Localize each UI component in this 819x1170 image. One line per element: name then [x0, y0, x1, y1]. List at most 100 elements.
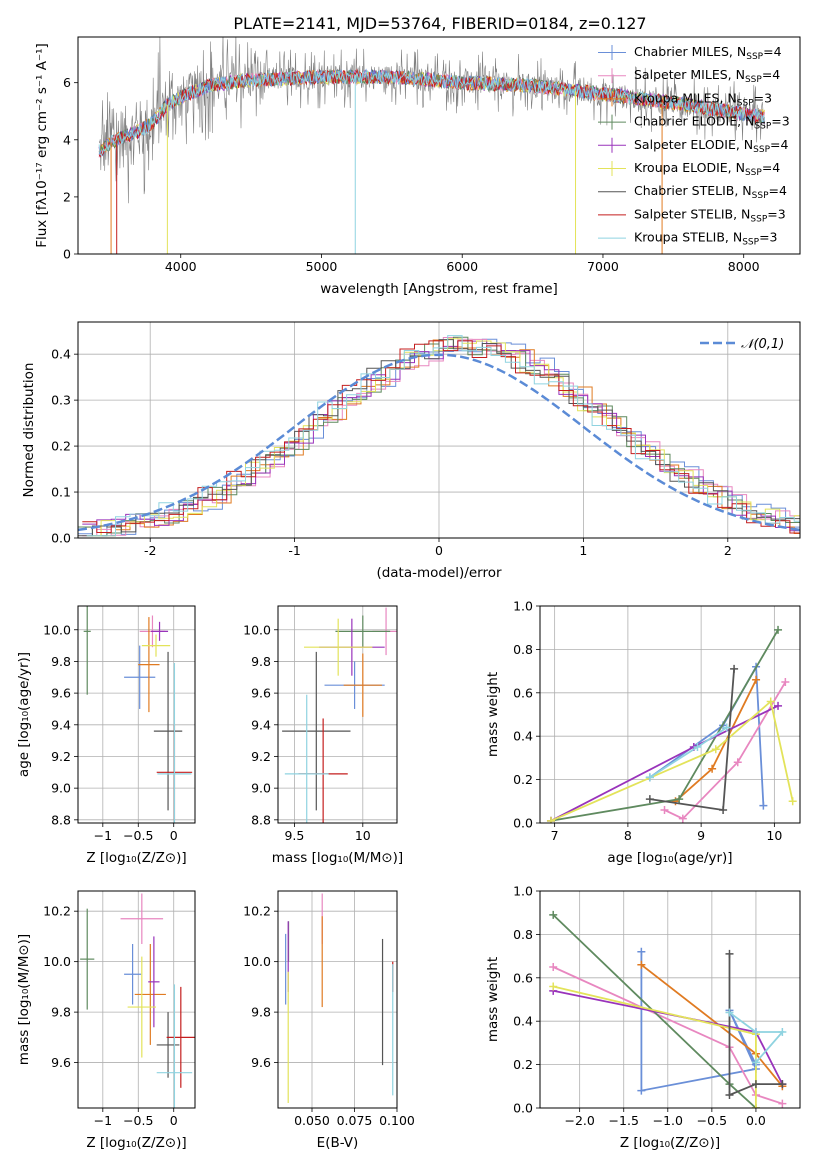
legend-label-suffix: =4 — [763, 44, 781, 59]
x-tick-label: 8000 — [728, 259, 760, 274]
y-tick-label: 8.8 — [251, 812, 271, 827]
legend-label: Salpeter ELODIE, NSSP=4 — [634, 137, 789, 155]
mass-weight-series — [546, 697, 797, 823]
legend-label-sub: SSP — [746, 52, 763, 62]
residual-histogram-series — [86, 335, 800, 537]
residual-histogram-panel: -2 -1 0 1 2 0.0 0.1 0.2 0.3 0.4 (data-model)/error… — [21, 321, 801, 581]
x-tick-label: 0 — [435, 543, 443, 558]
legend-label-main: Kroupa MILES, N — [634, 90, 737, 105]
y-tick-label: 10.0 — [243, 622, 271, 637]
mass-weight-marker — [546, 816, 555, 823]
axes-frame — [277, 890, 398, 1109]
y-tick-label: 9.2 — [51, 749, 71, 764]
y-tick-label: 0 — [63, 247, 71, 262]
y-tick-label: 0.0 — [513, 816, 533, 831]
x-tick-label: -2 — [144, 543, 156, 558]
residual-histogram-series — [78, 339, 800, 537]
gridlines — [78, 891, 195, 1108]
mass-weight-marker — [730, 664, 739, 673]
legend-label-sub: SSP — [754, 122, 771, 132]
x-tick-label: −1 — [94, 1113, 112, 1128]
error-bar-point — [284, 694, 329, 823]
legend-label: Kroupa MILES, NSSP=3 — [634, 90, 772, 108]
mass-weight-marker — [751, 1104, 760, 1108]
error-bar-point — [138, 617, 160, 713]
mass-weight-line — [550, 699, 794, 822]
x-tick-label: 0.100 — [379, 1113, 415, 1128]
x-axis-label: Z [log₁₀(Z/Z⊙)] — [86, 850, 186, 866]
mass-weight-marker — [725, 1008, 734, 1017]
mass-weight-marker — [693, 743, 702, 752]
x-axis-label: (data-model)/error — [376, 565, 502, 581]
x-tick-label: 5000 — [306, 259, 338, 274]
y-tick-label: 0.8 — [513, 927, 533, 942]
error-bar-point — [83, 606, 91, 695]
x-tick-label: 9 — [697, 828, 705, 843]
y-tick-label: 9.8 — [51, 654, 71, 669]
legend-entry: Kroupa STELIB, NSSP=3 — [598, 230, 778, 248]
y-tick-label: 0.3 — [51, 393, 71, 408]
residual-histogram-series — [82, 340, 800, 534]
mass-weight-marker — [766, 697, 775, 706]
y-tick-label: 6 — [63, 75, 71, 90]
legend-label-sub: SSP — [737, 98, 754, 108]
error-bar-point — [156, 1012, 180, 1078]
mass-weight-line — [728, 953, 783, 1097]
y-tick-label: 9.4 — [251, 717, 271, 732]
legend-entry: Chabrier STELIB, NSSP=4 — [598, 183, 787, 201]
axes-frame — [77, 605, 196, 824]
y-tick-label: 10.0 — [43, 622, 71, 637]
x-axis-label: Z [log₁₀(Z/Z⊙)] — [620, 1135, 720, 1151]
spectrum-model-line — [98, 68, 765, 158]
mass-weight-marker — [719, 805, 728, 814]
gridlines — [278, 606, 397, 823]
legend-entry: Salpeter STELIB, NSSP=3 — [598, 206, 786, 224]
y-tick-label: 0.4 — [51, 347, 71, 362]
mass-weight-marker — [678, 814, 687, 823]
gridlines — [78, 606, 195, 823]
error-bar-point — [343, 653, 382, 717]
gridlines — [540, 890, 800, 1109]
mass-weight-marker — [725, 1090, 734, 1099]
x-axis-label: wavelength [Angstrom, rest frame] — [320, 281, 558, 297]
legend-label-sub: SSP — [750, 214, 767, 224]
plot-area — [83, 606, 193, 823]
plot-area — [98, 37, 765, 254]
x-tick-label: −0.5 — [697, 1113, 727, 1128]
mass-weight-marker — [759, 801, 768, 810]
mass-weight-marker — [637, 1086, 646, 1095]
y-tick-label: 0.1 — [51, 485, 71, 500]
y-tick-label: 0.6 — [513, 685, 533, 700]
legend-label-suffix: =4 — [770, 137, 788, 152]
y-tick-label: 0.2 — [513, 772, 533, 787]
mass-weight-marker — [549, 982, 558, 991]
x-tick-label: −0.5 — [123, 828, 153, 843]
x-tick-label: 9.5 — [284, 828, 304, 843]
y-tick-label: 0.8 — [513, 642, 533, 657]
plot-area — [546, 625, 797, 823]
axes-frame — [77, 321, 801, 539]
error-bar-point — [166, 986, 195, 1088]
residual-histogram-series — [86, 338, 800, 537]
error-bar-point — [303, 618, 373, 676]
x-tick-label: −1 — [94, 828, 112, 843]
legend-label: Kroupa STELIB, NSSP=3 — [634, 230, 778, 248]
legend-label: Salpeter MILES, NSSP=4 — [634, 67, 780, 85]
error-bar-point — [134, 943, 166, 1045]
plot-area — [285, 893, 394, 1103]
mass-weight-series — [725, 949, 787, 1099]
legend-label-sub: SSP — [752, 191, 769, 201]
plot-area — [282, 607, 397, 823]
y-tick-label: 0.0 — [51, 531, 71, 546]
residual-histogram-series — [78, 336, 800, 537]
residual-histogram-series — [78, 338, 800, 537]
legend-label-main: Kroupa ELODIE, N — [634, 160, 745, 175]
error-bar-point — [148, 936, 160, 1028]
y-tick-label: 9.6 — [51, 686, 71, 701]
mass-weight-line — [550, 704, 779, 822]
y-tick-label: 9.6 — [251, 686, 271, 701]
y-tick-label: 9.8 — [251, 1005, 271, 1020]
y-tick-label: 10.0 — [43, 954, 71, 969]
y-axis-label: Flux [fλ10⁻¹⁷ erg cm⁻² s⁻¹ A⁻¹] — [34, 43, 50, 248]
